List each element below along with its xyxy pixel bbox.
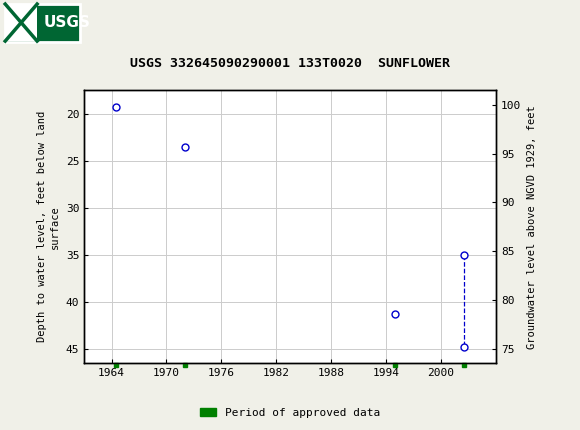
FancyBboxPatch shape: [5, 3, 80, 42]
Bar: [5, 4, 37, 41]
Legend: Period of approved data: Period of approved data: [195, 403, 385, 422]
Y-axis label: Groundwater level above NGVD 1929, feet: Groundwater level above NGVD 1929, feet: [527, 105, 536, 349]
Text: USGS 332645090290001 133T0020  SUNFLOWER: USGS 332645090290001 133T0020 SUNFLOWER: [130, 57, 450, 70]
Text: USGS: USGS: [44, 15, 90, 30]
Y-axis label: Depth to water level, feet below land
surface: Depth to water level, feet below land su…: [37, 111, 60, 342]
